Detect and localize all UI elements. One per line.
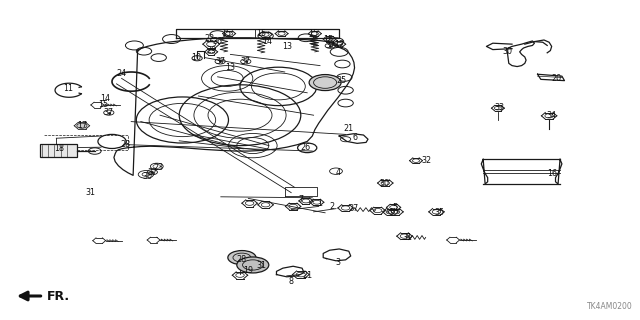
Text: 15: 15 [323, 36, 333, 44]
Text: 26: 26 [300, 143, 310, 152]
Text: 30: 30 [502, 47, 513, 56]
Text: 30: 30 [142, 172, 152, 181]
Text: 19: 19 [243, 266, 253, 275]
Text: 10: 10 [191, 53, 201, 62]
Text: 6: 6 [353, 133, 358, 142]
Text: 23: 23 [154, 164, 164, 172]
Text: 12: 12 [334, 40, 344, 49]
Text: 14: 14 [262, 37, 273, 46]
Text: 13: 13 [225, 63, 236, 72]
Text: 37: 37 [325, 41, 335, 50]
Text: 14: 14 [100, 94, 110, 103]
Text: FR.: FR. [47, 290, 70, 302]
Circle shape [309, 75, 341, 91]
Text: 8: 8 [289, 277, 294, 286]
Text: 13: 13 [282, 42, 292, 51]
Bar [40, 144, 77, 157]
Text: 27: 27 [348, 204, 358, 213]
Text: 20: 20 [552, 74, 562, 83]
Text: 29: 29 [206, 46, 216, 55]
Text: 5: 5 [392, 204, 397, 212]
Text: 15: 15 [256, 29, 266, 38]
Text: 2: 2 [329, 202, 334, 211]
Text: TK4AM0200: TK4AM0200 [587, 302, 632, 311]
Text: 21: 21 [344, 124, 354, 133]
Text: 15: 15 [99, 100, 109, 109]
Text: 35: 35 [434, 208, 444, 217]
Text: 1: 1 [317, 199, 323, 208]
Text: 34: 34 [547, 111, 557, 120]
Text: 37: 37 [241, 57, 251, 66]
Text: 31: 31 [402, 233, 412, 242]
Text: 22: 22 [205, 34, 215, 43]
Text: 37: 37 [147, 168, 157, 177]
Text: 15: 15 [308, 29, 319, 38]
Text: 11: 11 [63, 84, 74, 93]
Circle shape [237, 257, 269, 273]
Text: 25: 25 [337, 76, 347, 85]
Text: 33: 33 [494, 103, 504, 112]
Text: 37: 37 [104, 108, 114, 117]
Text: 36: 36 [212, 37, 223, 46]
Text: 24: 24 [116, 69, 127, 78]
Text: 31: 31 [86, 188, 96, 197]
Text: 28: 28 [120, 140, 131, 149]
Text: 9: 9 [390, 208, 395, 217]
Text: 30: 30 [380, 180, 390, 188]
Text: 32: 32 [421, 156, 431, 165]
Text: 17: 17 [77, 121, 87, 130]
Text: 7: 7 [298, 196, 303, 204]
Circle shape [77, 123, 87, 128]
Text: 21: 21 [302, 271, 312, 280]
Text: 18: 18 [54, 144, 64, 153]
Text: 4: 4 [335, 168, 340, 177]
Text: 16: 16 [547, 169, 557, 178]
Text: 15: 15 [221, 29, 232, 38]
Text: 28: 28 [236, 255, 246, 264]
Circle shape [228, 251, 256, 265]
Text: 31: 31 [256, 261, 266, 270]
Text: 37: 37 [215, 57, 225, 66]
Text: 3: 3 [335, 258, 340, 267]
